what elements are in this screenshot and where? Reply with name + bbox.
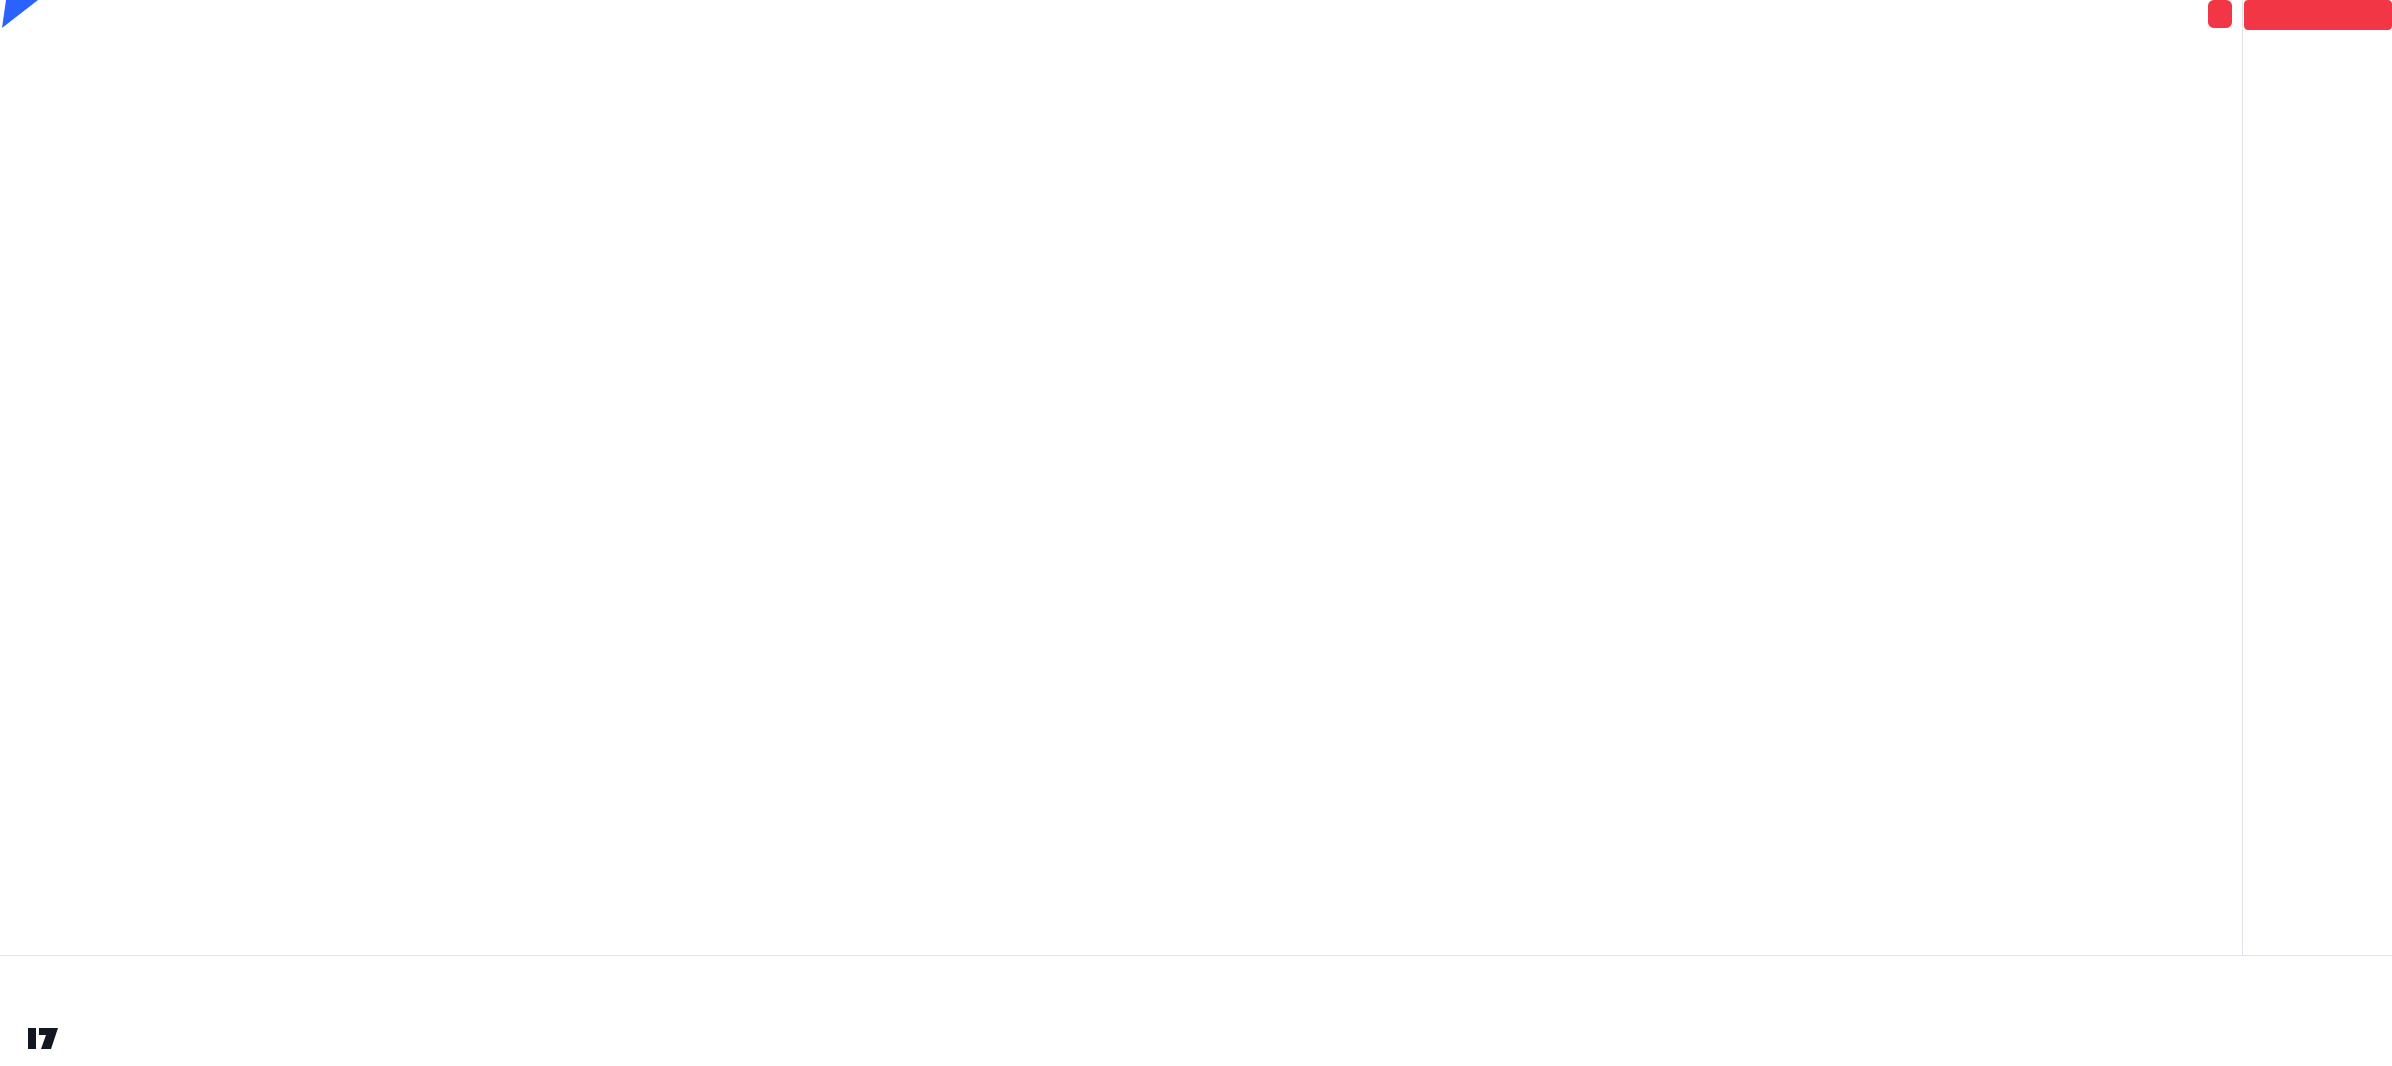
price-callout-tail (2, 0, 38, 28)
tradingview-logo[interactable] (28, 1022, 72, 1050)
time-axis[interactable] (0, 955, 2392, 1015)
tradingview-mark-icon (28, 1028, 58, 1049)
ohlc-readout (402, 36, 468, 60)
time-axis-separator (0, 955, 2392, 956)
price-axis-separator (2242, 0, 2243, 955)
price-axis[interactable] (2242, 0, 2392, 955)
volume-badge (2244, 0, 2392, 30)
ticker-price-flag (2208, 0, 2232, 28)
